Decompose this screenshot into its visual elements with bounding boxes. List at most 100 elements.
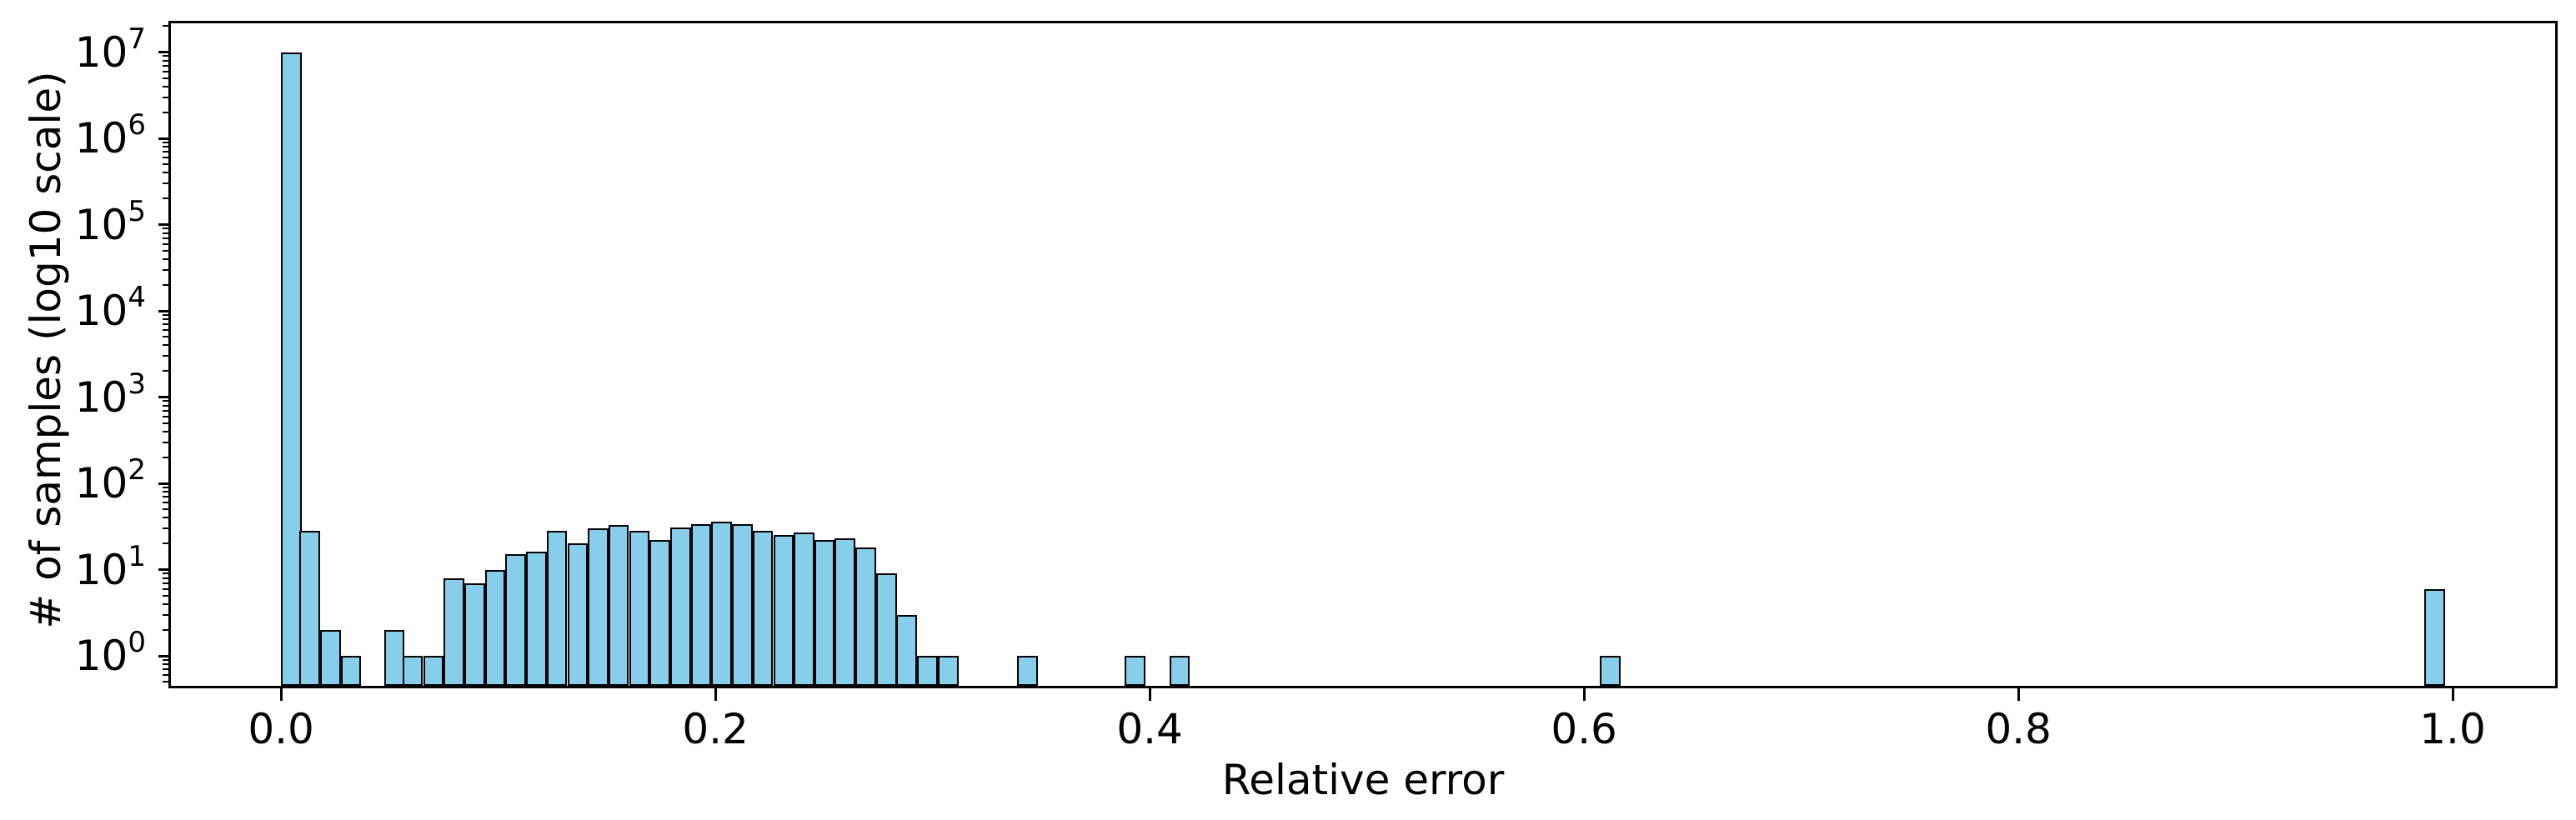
y-minor-tick [163,329,168,331]
x-tick [279,688,283,701]
y-minor-tick [163,496,168,498]
y-tick-exponent: 0 [128,626,146,660]
y-tick [158,223,168,227]
histogram-bar [875,573,897,686]
y-minor-tick [163,658,168,661]
histogram-bar [402,656,423,686]
histogram-bar [855,548,876,686]
y-minor-tick [163,528,168,530]
y-tick [158,482,168,485]
ticks-layer: 0.0 0.2 0.4 0.6 0.8 1.0 100 101 102 103 104 105 106 1… [75,23,2555,750]
y-minor-tick [163,577,168,579]
y-tick [158,137,168,140]
y-minor-tick [163,415,168,418]
histogram-bar [588,528,609,686]
y-minor-tick [163,430,168,432]
histogram-bar [1169,656,1190,686]
y-minor-tick [163,163,168,166]
y-tick [158,396,168,398]
y-minor-tick [163,242,168,245]
y-minor-tick [163,313,168,316]
y-minor-tick [163,668,168,670]
y-minor-tick [163,370,168,372]
y-minor-tick [163,59,168,62]
y-tick-base: 10 [74,200,128,249]
histogram-bar [917,656,938,686]
y-tick-label: 101 [13,542,146,594]
histogram-bar [649,540,670,686]
histogram-bar [834,538,856,686]
y-minor-tick [163,249,168,252]
y-minor-tick [163,157,168,158]
y-tick-exponent: 2 [128,453,146,488]
x-tick [1582,688,1586,701]
y-tick [158,309,168,312]
y-minor-tick [163,85,168,88]
y-minor-tick [163,508,168,511]
y-tick-exponent: 5 [128,194,146,228]
y-tick-base: 10 [74,114,128,163]
y-tick [158,654,168,658]
y-tick-label: 104 [13,283,146,332]
y-minor-tick [163,111,168,113]
histogram-bar [444,578,464,686]
bars-layer [171,23,2555,686]
histogram-bar [773,535,794,686]
histogram-bar [383,629,405,686]
histogram-bar [2423,588,2445,686]
histogram-bar [1125,656,1145,686]
histogram-bar [299,531,320,686]
histogram-bar [464,582,485,686]
y-minor-tick [163,146,168,148]
y-minor-tick [163,355,168,358]
y-minor-tick [163,441,168,443]
y-tick-base: 10 [74,459,128,508]
y-tick [158,568,168,571]
histogram-bar [752,531,774,686]
y-minor-tick [163,64,168,67]
y-minor-tick [163,588,168,590]
x-tick [1148,688,1151,701]
y-minor-tick [163,318,168,321]
y-minor-tick [163,674,168,676]
y-minor-tick [163,594,168,597]
histogram-bar [484,569,506,686]
y-minor-tick [163,172,168,174]
y-minor-tick [163,336,168,338]
y-minor-tick [163,572,168,575]
y-minor-tick [163,613,168,616]
y-minor-tick [163,182,168,185]
y-tick-base: 10 [74,28,128,77]
y-minor-tick [163,491,168,493]
y-tick-label: 105 [13,198,146,249]
y-tick-exponent: 7 [128,22,146,56]
y-minor-tick [163,141,168,143]
y-minor-tick [163,502,168,503]
y-minor-tick [163,456,168,458]
y-tick-label: 103 [13,370,146,418]
y-minor-tick [163,55,168,58]
y-minor-tick [163,404,168,407]
histogram-bar [423,656,444,686]
y-tick-base: 10 [74,545,128,594]
y-minor-tick [163,422,168,424]
x-tick-label: 0.4 [1116,705,1183,753]
y-minor-tick [163,198,168,200]
histogram-bar [1017,656,1038,686]
histogram-bar [690,523,712,686]
y-minor-tick [163,486,168,488]
x-tick-label: 0.6 [1551,705,1617,753]
y-minor-tick [163,258,168,260]
y-tick-label: 107 [13,25,146,73]
histogram-bar [937,656,959,686]
histogram-bar [340,656,362,686]
plot-area: 0.0 0.2 0.4 0.6 0.8 1.0 100 101 102 103 104 105 106 1… [75,21,2558,750]
y-tick-label: 106 [13,111,146,159]
x-tick [2451,688,2454,701]
y-minor-tick [163,70,168,72]
y-minor-tick [163,663,168,665]
x-tick-label: 1.0 [2419,705,2486,753]
y-tick-exponent: 3 [128,367,146,401]
y-minor-tick [163,409,168,412]
histogram-bar [526,552,547,686]
